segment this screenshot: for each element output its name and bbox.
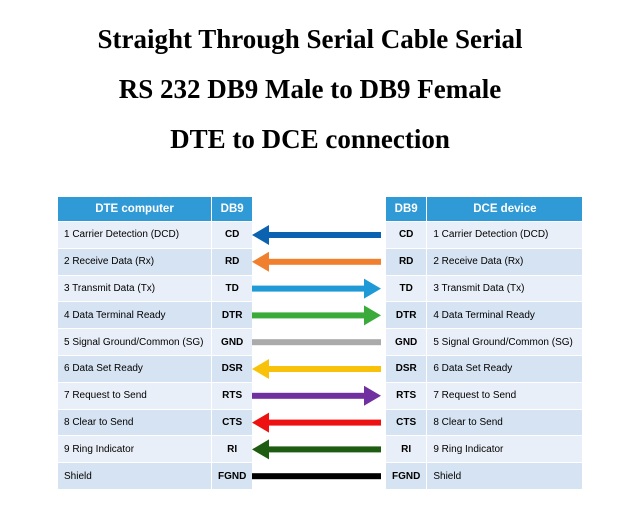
dce-pin: FGND: [384, 462, 428, 490]
dte-signal-name: 4 Data Terminal Ready: [57, 301, 212, 330]
dte-row: 5 Signal Ground/Common (SG) GND: [57, 328, 254, 356]
dce-row: DTR 4 Data Terminal Ready: [384, 301, 584, 330]
dte-pin: CD: [210, 221, 254, 249]
arrow-rd: [252, 251, 381, 272]
dte-header: DTE computer: [57, 196, 212, 222]
dce-signal-name: 1 Carrier Detection (DCD): [426, 221, 584, 249]
dte-signal-name: 5 Signal Ground/Common (SG): [57, 328, 212, 356]
arrow-ri: [252, 439, 381, 460]
arrow-td: [252, 278, 381, 299]
dce-pin: TD: [384, 274, 428, 303]
dte-db9-header: DB9: [210, 196, 254, 222]
signal-arrows: [252, 225, 381, 480]
dte-pin: RI: [210, 435, 254, 464]
arrow-dsr: [252, 359, 381, 379]
dte-pin: GND: [210, 328, 254, 356]
dce-header: DCE device: [426, 196, 584, 222]
dce-pin: RI: [384, 435, 428, 464]
dce-pin: DTR: [384, 301, 428, 330]
dte-row: Shield FGND: [57, 462, 254, 490]
dte-row: 2 Receive Data (Rx) RD: [57, 247, 254, 276]
dte-pin: TD: [210, 274, 254, 303]
dte-signal-name: Shield: [57, 462, 212, 490]
dce-row: DSR 6 Data Set Ready: [384, 354, 584, 383]
dte-signal-name: 1 Carrier Detection (DCD): [57, 221, 212, 249]
dce-row: CD 1 Carrier Detection (DCD): [384, 221, 584, 249]
dte-pin: RD: [210, 247, 254, 276]
dce-pin: RTS: [384, 381, 428, 410]
arrow-fgnd: [252, 473, 381, 480]
dce-signal-name: 2 Receive Data (Rx): [426, 247, 584, 276]
dte-signal-name: 2 Receive Data (Rx): [57, 247, 212, 276]
dte-row: 6 Data Set Ready DSR: [57, 354, 254, 383]
title-line-2: RS 232 DB9 Male to DB9 Female: [118, 74, 502, 104]
dte-signal-name: 8 Clear to Send: [57, 408, 212, 437]
dce-db9-header: DB9: [384, 196, 428, 222]
dce-row: GND 5 Signal Ground/Common (SG): [384, 328, 584, 356]
dce-row: FGND Shield: [384, 462, 584, 490]
dce-row: RI 9 Ring Indicator: [384, 435, 584, 464]
dte-row: 1 Carrier Detection (DCD) CD: [57, 221, 254, 249]
dce-pin: CTS: [384, 408, 428, 437]
dce-signal-name: 9 Ring Indicator: [426, 435, 584, 464]
title-line-1: Straight Through Serial Cable Serial: [97, 24, 523, 54]
dte-signal-name: 7 Request to Send: [57, 381, 212, 410]
dce-signal-name: 4 Data Terminal Ready: [426, 301, 584, 330]
dte-row: 4 Data Terminal Ready DTR: [57, 301, 254, 330]
title-line-3: DTE to DCE connection: [170, 124, 450, 154]
dce-pin: CD: [384, 221, 428, 249]
dte-pin: DSR: [210, 354, 254, 383]
arrow-rts: [252, 385, 381, 406]
arrow-dtr: [252, 305, 381, 326]
dte-signal-name: 6 Data Set Ready: [57, 354, 212, 383]
dce-pin: GND: [384, 328, 428, 356]
dce-pin: RD: [384, 247, 428, 276]
dte-row: 3 Transmit Data (Tx) TD: [57, 274, 254, 303]
dce-signal-name: 8 Clear to Send: [426, 408, 584, 437]
dte-row: 7 Request to Send RTS: [57, 381, 254, 410]
dte-table: DTE computer DB9 1 Carrier Detection (DCD…: [57, 196, 254, 490]
dce-table: DB9 DCE device CD 1 Carrier Detection (DCD…: [384, 196, 584, 490]
dce-row: TD 3 Transmit Data (Tx): [384, 274, 584, 303]
dce-signal-name: 6 Data Set Ready: [426, 354, 584, 383]
dce-signal-name: 5 Signal Ground/Common (SG): [426, 328, 584, 356]
dte-signal-name: 3 Transmit Data (Tx): [57, 274, 212, 303]
dte-signal-name: 9 Ring Indicator: [57, 435, 212, 464]
dte-pin: CTS: [210, 408, 254, 437]
dce-row: RTS 7 Request to Send: [384, 381, 584, 410]
dte-row: 8 Clear to Send CTS: [57, 408, 254, 437]
dte-row: 9 Ring Indicator RI: [57, 435, 254, 464]
arrow-cd: [252, 225, 381, 245]
dte-pin: DTR: [210, 301, 254, 330]
dte-pin: FGND: [210, 462, 254, 490]
arrow-gnd: [252, 339, 381, 346]
dce-row: CTS 8 Clear to Send: [384, 408, 584, 437]
dce-pin: DSR: [384, 354, 428, 383]
dce-signal-name: Shield: [426, 462, 584, 490]
dce-row: RD 2 Receive Data (Rx): [384, 247, 584, 276]
dce-signal-name: 3 Transmit Data (Tx): [426, 274, 584, 303]
dte-pin: RTS: [210, 381, 254, 410]
arrow-cts: [252, 412, 381, 433]
dce-signal-name: 7 Request to Send: [426, 381, 584, 410]
